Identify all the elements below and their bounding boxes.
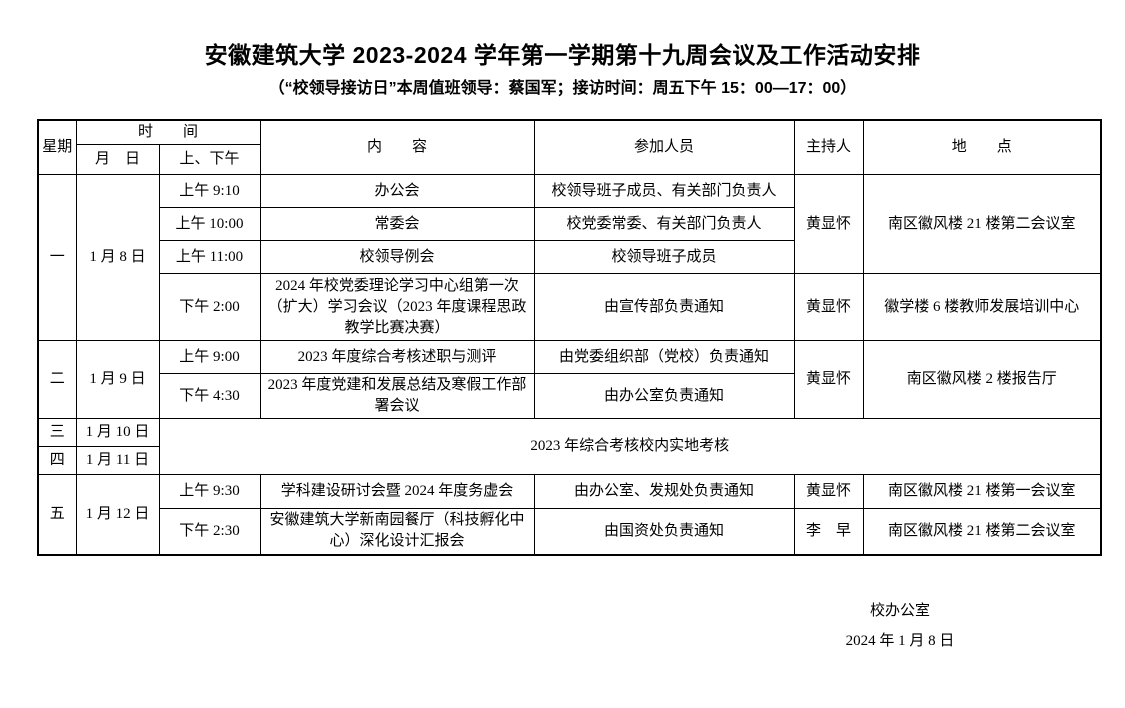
cell-location: 徽学楼 6 楼教师发展培训中心: [862, 273, 1102, 341]
cell-content: 学科建设研讨会暨 2024 年度务虚会: [259, 474, 535, 509]
cell-time: 上午 11:00: [158, 240, 261, 274]
table-row: 上午 11:00 校领导例会 校领导班子成员: [38, 240, 1101, 274]
cell-content: 办公会: [259, 174, 535, 208]
signature-date: 2024 年 1 月 8 日: [845, 633, 955, 649]
cell-content: 校领导例会: [259, 240, 535, 274]
cell-host: 黄显怀: [793, 174, 864, 274]
cell-participants: 校领导班子成员: [533, 240, 795, 274]
cell-host: 黄显怀: [793, 340, 864, 419]
cell-participants: 校党委常委、有关部门负责人: [533, 207, 795, 241]
cell-date: 1 月 8 日: [75, 174, 160, 341]
header-content: 内 容: [259, 119, 535, 175]
header-row-2: 月 日 上、下午: [38, 144, 1101, 175]
cell-host: 黄显怀: [793, 474, 864, 509]
header-time-group: 时 间: [75, 119, 261, 145]
cell-participants: 由宣传部负责通知: [533, 273, 795, 341]
cell-date: 1 月 9 日: [75, 340, 160, 419]
table-row: 上午 10:00 常委会 校党委常委、有关部门负责人: [38, 207, 1101, 241]
cell-participants: 校领导班子成员、有关部门负责人: [533, 174, 795, 208]
cell-time: 上午 10:00: [158, 207, 261, 241]
header-month-day: 月 日: [75, 144, 160, 175]
cell-participants: 由党委组织部（党校）负责通知: [533, 340, 795, 374]
signature-office: 校办公室: [869, 603, 930, 619]
cell-week: 三: [37, 418, 77, 447]
header-host: 主持人: [793, 119, 864, 175]
table-row: 五 1 月 12 日 上午 9:30 学科建设研讨会暨 2024 年度务虚会 由…: [37, 474, 1102, 555]
header-am-pm: 上、下午: [158, 144, 261, 175]
page-title: 安徽建筑大学 2023-2024 学年第一学期第十九周会议及工作活动安排: [204, 42, 921, 68]
cell-merged-activity: 2023 年综合考核校内实地考核: [158, 418, 1102, 475]
cell-location: 南区徽风楼 21 楼第一会议室: [862, 474, 1102, 509]
signature-block: 校办公室 2024 年 1 月 8 日: [760, 600, 1040, 652]
cell-week: 一: [37, 174, 77, 341]
cell-week: 四: [37, 446, 77, 475]
header-week: 星期: [37, 119, 77, 175]
schedule-table: 星期 时 间 内 容 参加人员 主持人 地 点 月 日 上、下午 一 1 月 8…: [37, 119, 1103, 556]
cell-location: 南区徽风楼 21 楼第二会议室: [862, 508, 1102, 555]
cell-week: 二: [37, 340, 77, 419]
cell-time: 下午 2:30: [158, 508, 261, 555]
header-row-1: 星期 时 间 内 容 参加人员 主持人 地 点: [37, 119, 1102, 175]
cell-content: 2023 年度党建和发展总结及寒假工作部署会议: [259, 373, 535, 419]
cell-host: 李 早: [793, 508, 864, 555]
page-subtitle: （“校领导接访日”本周值班领导：蔡国军；接访时间：周五下午 15：00—17：0…: [268, 80, 857, 97]
cell-content: 2023 年度综合考核述职与测评: [259, 340, 535, 374]
table-row: 下午 4:30 2023 年度党建和发展总结及寒假工作部署会议 由办公室负责通知: [38, 373, 1101, 419]
cell-participants: 由国资处负责通知: [533, 508, 795, 555]
table-row: 一 1 月 8 日 上午 9:10 办公会 校领导班子成员、有关部门负责人 黄显…: [37, 174, 1102, 341]
cell-time: 下午 2:00: [158, 273, 261, 341]
header-participants: 参加人员: [533, 119, 795, 175]
cell-time: 上午 9:00: [158, 340, 261, 374]
table-row: 二 1 月 9 日 上午 9:00 2023 年度综合考核述职与测评 由党委组织…: [37, 340, 1102, 419]
table-row: 三 1 月 10 日 2023 年综合考核校内实地考核: [37, 418, 1102, 475]
cell-content: 2024 年校党委理论学习中心组第一次（扩大）学习会议（2023 年度课程思政教…: [259, 273, 535, 341]
cell-content: 安徽建筑大学新南园餐厅（科技孵化中心）深化设计汇报会: [259, 508, 535, 555]
table-row: 下午 2:00 2024 年校党委理论学习中心组第一次（扩大）学习会议（2023…: [38, 273, 1102, 341]
cell-date: 1 月 12 日: [75, 474, 160, 555]
cell-date: 1 月 10 日: [75, 418, 160, 447]
cell-location: 南区徽风楼 2 楼报告厅: [862, 340, 1102, 419]
table-row: 下午 2:30 安徽建筑大学新南园餐厅（科技孵化中心）深化设计汇报会 由国资处负…: [38, 508, 1102, 555]
cell-content: 常委会: [259, 207, 535, 241]
cell-participants: 由办公室负责通知: [533, 373, 795, 419]
cell-host: 黄显怀: [793, 273, 864, 341]
cell-location: 南区徽风楼 21 楼第二会议室: [862, 174, 1102, 274]
cell-participants: 由办公室、发规处负责通知: [533, 474, 795, 509]
document-page: { "page": { "title": "安徽建筑大学 2023-2024 学…: [0, 40, 1125, 708]
cell-time: 上午 9:10: [158, 174, 261, 208]
cell-date: 1 月 11 日: [75, 446, 160, 475]
cell-week: 五: [37, 474, 77, 555]
header-location: 地 点: [862, 119, 1102, 175]
cell-time: 下午 4:30: [158, 373, 261, 419]
cell-time: 上午 9:30: [158, 474, 261, 509]
